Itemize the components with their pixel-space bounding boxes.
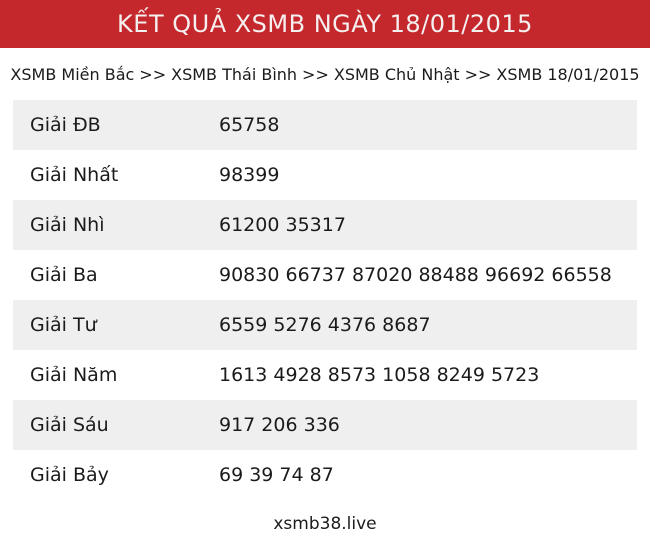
prize-label: Giải Nhì bbox=[30, 214, 105, 236]
prize-label: Giải Bảy bbox=[30, 464, 109, 486]
prize-label: Giải Nhất bbox=[30, 164, 119, 186]
breadcrumb-separator: >> bbox=[139, 64, 167, 84]
table-row-giai-db: Giải ĐB 65758 bbox=[13, 100, 637, 150]
breadcrumb-separator: >> bbox=[464, 64, 492, 84]
prize-label: Giải Sáu bbox=[30, 414, 109, 436]
page-header: KẾT QUẢ XSMB NGÀY 18/01/2015 bbox=[0, 0, 650, 48]
prize-numbers: 917 206 336 bbox=[219, 414, 340, 436]
table-row-giai-sau: Giải Sáu 917 206 336 bbox=[13, 400, 637, 450]
breadcrumb-item-xsmb-thai-binh[interactable]: XSMB Thái Bình bbox=[171, 64, 298, 84]
prize-label: Giải Năm bbox=[30, 364, 118, 386]
prize-numbers: 1613 4928 8573 1058 8249 5723 bbox=[219, 364, 540, 386]
prize-numbers: 98399 bbox=[219, 164, 280, 186]
prize-numbers: 61200 35317 bbox=[219, 214, 346, 236]
prize-numbers: 69 39 74 87 bbox=[219, 464, 334, 486]
results-table: Giải ĐB 65758 Giải Nhất 98399 Giải Nhì 6… bbox=[13, 100, 637, 500]
prize-label: Giải Ba bbox=[30, 264, 98, 286]
prize-numbers: 6559 5276 4376 8687 bbox=[219, 314, 431, 336]
prize-label: Giải ĐB bbox=[30, 114, 101, 136]
table-row-giai-tu: Giải Tư 6559 5276 4376 8687 bbox=[13, 300, 637, 350]
page-footer: xsmb38.live bbox=[0, 514, 650, 534]
breadcrumb-item-xsmb-date[interactable]: XSMB 18/01/2015 bbox=[496, 64, 640, 84]
prize-numbers: 90830 66737 87020 88488 96692 66558 bbox=[219, 264, 612, 286]
breadcrumb-separator: >> bbox=[302, 64, 329, 84]
site-link[interactable]: xsmb38.live bbox=[273, 514, 377, 534]
prize-label: Giải Tư bbox=[30, 314, 97, 336]
table-row-giai-nam: Giải Năm 1613 4928 8573 1058 8249 5723 bbox=[13, 350, 637, 400]
breadcrumb-item-xsmb-chu-nhat[interactable]: XSMB Chủ Nhật bbox=[333, 64, 460, 84]
breadcrumb-item-xsmb-mien-bac[interactable]: XSMB Miền Bắc bbox=[10, 64, 135, 84]
breadcrumb: XSMB Miền Bắc >> XSMB Thái Bình >> XSMB … bbox=[0, 48, 650, 100]
table-row-giai-ba: Giải Ba 90830 66737 87020 88488 96692 66… bbox=[13, 250, 637, 300]
table-row-giai-nhat: Giải Nhất 98399 bbox=[13, 150, 637, 200]
table-row-giai-bay: Giải Bảy 69 39 74 87 bbox=[13, 450, 637, 500]
prize-numbers: 65758 bbox=[219, 114, 280, 136]
table-row-giai-nhi: Giải Nhì 61200 35317 bbox=[13, 200, 637, 250]
page-title: KẾT QUẢ XSMB NGÀY 18/01/2015 bbox=[117, 10, 533, 38]
